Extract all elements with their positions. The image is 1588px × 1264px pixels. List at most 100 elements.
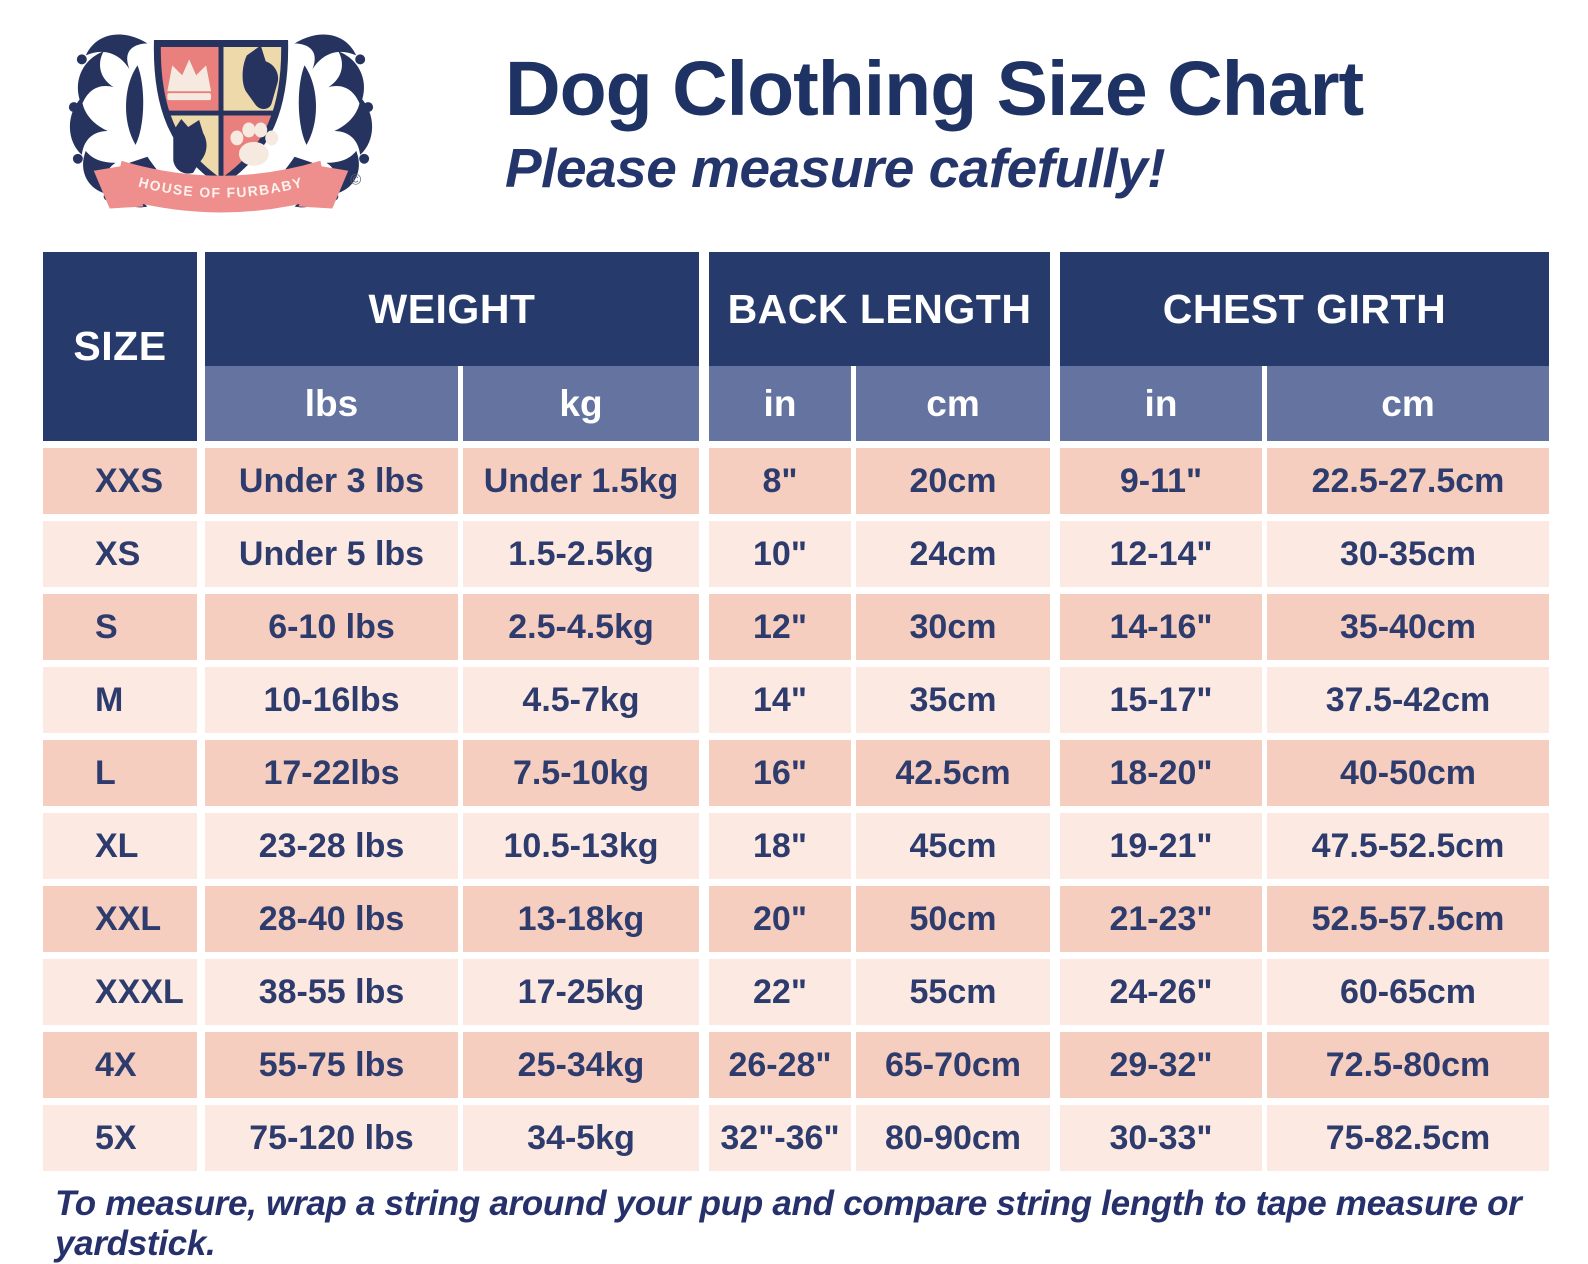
value-cell: 25-34kg [463, 1032, 699, 1098]
value-cell: 75-120 lbs [205, 1105, 458, 1171]
size-label: 4X [43, 1032, 197, 1098]
cat-icon [173, 119, 207, 174]
table-header: SIZE WEIGHT BACK LENGTH CHEST GIRTH lbs … [43, 252, 1549, 441]
value-cell: 47.5-52.5cm [1267, 813, 1549, 879]
value-cell: 10" [709, 521, 851, 587]
table-row: XL 23-28 lbs 10.5-13kg 18" 45cm 19-21" 47.5-52… [43, 813, 1549, 879]
value-cell: 55-75 lbs [205, 1032, 458, 1098]
value-cell: 20cm [856, 448, 1050, 514]
dog-icon [242, 45, 279, 110]
crest-logo-icon: HOUSE OF FURBABY © [68, 34, 374, 213]
value-cell: 12-14" [1060, 521, 1262, 587]
table-row: XXXL 38-55 lbs 17-25kg 22" 55cm 24-26" 60-65cm [43, 959, 1549, 1025]
size-chart-table: SIZE WEIGHT BACK LENGTH CHEST GIRTH lbs … [43, 252, 1549, 1171]
brand-logo: HOUSE OF FURBABY © [52, 12, 390, 234]
value-cell: 30-35cm [1267, 521, 1549, 587]
value-cell: 14" [709, 667, 851, 733]
value-cell: 10.5-13kg [463, 813, 699, 879]
value-cell: 55cm [856, 959, 1050, 1025]
value-cell: 20" [709, 886, 851, 952]
size-label: XS [43, 521, 197, 587]
table-body: XXS Under 3 lbs Under 1.5kg 8" 20cm 9-11" 22.5… [43, 448, 1549, 1171]
col-header-size: SIZE [43, 252, 197, 441]
size-label: XXS [43, 448, 197, 514]
value-cell: 18" [709, 813, 851, 879]
value-cell: 22.5-27.5cm [1267, 448, 1549, 514]
value-cell: 17-25kg [463, 959, 699, 1025]
value-cell: 24cm [856, 521, 1050, 587]
paw-icon [230, 122, 279, 166]
crown-icon [167, 59, 212, 101]
table-row: M 10-16lbs 4.5-7kg 14" 35cm 15-17" 37.5-42cm [43, 667, 1549, 733]
value-cell: 29-32" [1060, 1032, 1262, 1098]
value-cell: 32"-36" [709, 1105, 851, 1171]
size-label: L [43, 740, 197, 806]
value-cell: 15-17" [1060, 667, 1262, 733]
value-cell: 30-33" [1060, 1105, 1262, 1171]
value-cell: 1.5-2.5kg [463, 521, 699, 587]
value-cell: Under 3 lbs [205, 448, 458, 514]
table-row: 4X 55-75 lbs 25-34kg 26-28" 65-70cm 29-32" 72.… [43, 1032, 1549, 1098]
subcol-header-kg: kg [463, 366, 699, 441]
header-block: Dog Clothing Size Chart Please measure c… [505, 46, 1364, 200]
value-cell: 2.5-4.5kg [463, 594, 699, 660]
value-cell: 30cm [856, 594, 1050, 660]
value-cell: 52.5-57.5cm [1267, 886, 1549, 952]
value-cell: 45cm [856, 813, 1050, 879]
value-cell: 60-65cm [1267, 959, 1549, 1025]
size-label: XXXL [43, 959, 197, 1025]
subcol-header-lbs: lbs [205, 366, 458, 441]
value-cell: 13-18kg [463, 886, 699, 952]
value-cell: 50cm [856, 886, 1050, 952]
value-cell: 23-28 lbs [205, 813, 458, 879]
value-cell: 14-16" [1060, 594, 1262, 660]
value-cell: 8" [709, 448, 851, 514]
table-row: 5X 75-120 lbs 34-5kg 32"-36" 80-90cm 30-33" 75… [43, 1105, 1549, 1171]
col-header-chest-girth: CHEST GIRTH [1060, 252, 1549, 366]
value-cell: 40-50cm [1267, 740, 1549, 806]
table-row: S 6-10 lbs 2.5-4.5kg 12" 30cm 14-16" 35-40cm [43, 594, 1549, 660]
value-cell: 21-23" [1060, 886, 1262, 952]
table-row: XS Under 5 lbs 1.5-2.5kg 10" 24cm 12-14" 30-35… [43, 521, 1549, 587]
value-cell: 42.5cm [856, 740, 1050, 806]
value-cell: 28-40 lbs [205, 886, 458, 952]
subcol-header-back-in: in [709, 366, 851, 441]
value-cell: 26-28" [709, 1032, 851, 1098]
col-header-back-length: BACK LENGTH [709, 252, 1050, 366]
table-row: XXL 28-40 lbs 13-18kg 20" 50cm 21-23" 52.5-57.… [43, 886, 1549, 952]
page-title: Dog Clothing Size Chart [505, 46, 1364, 132]
value-cell: 18-20" [1060, 740, 1262, 806]
value-cell: 75-82.5cm [1267, 1105, 1549, 1171]
size-label: XL [43, 813, 197, 879]
value-cell: 80-90cm [856, 1105, 1050, 1171]
value-cell: 7.5-10kg [463, 740, 699, 806]
value-cell: 17-22lbs [205, 740, 458, 806]
value-cell: 16" [709, 740, 851, 806]
subcol-header-back-cm: cm [856, 366, 1050, 441]
size-label: S [43, 594, 197, 660]
value-cell: 35cm [856, 667, 1050, 733]
value-cell: 38-55 lbs [205, 959, 458, 1025]
value-cell: 6-10 lbs [205, 594, 458, 660]
value-cell: 19-21" [1060, 813, 1262, 879]
value-cell: 72.5-80cm [1267, 1032, 1549, 1098]
value-cell: 4.5-7kg [463, 667, 699, 733]
value-cell: 35-40cm [1267, 594, 1549, 660]
table-row: L 17-22lbs 7.5-10kg 16" 42.5cm 18-20" 40-50cm [43, 740, 1549, 806]
page-subtitle: Please measure cafefully! [505, 137, 1166, 200]
size-label: XXL [43, 886, 197, 952]
value-cell: 22" [709, 959, 851, 1025]
measurement-instruction: To measure, wrap a string around your pu… [55, 1184, 1522, 1263]
value-cell: 9-11" [1060, 448, 1262, 514]
value-cell: 12" [709, 594, 851, 660]
value-cell: 10-16lbs [205, 667, 458, 733]
ribbon-banner: HOUSE OF FURBABY © [93, 160, 361, 213]
col-header-weight: WEIGHT [205, 252, 699, 366]
value-cell: 34-5kg [463, 1105, 699, 1171]
size-label: M [43, 667, 197, 733]
value-cell: 37.5-42cm [1267, 667, 1549, 733]
value-cell: 24-26" [1060, 959, 1262, 1025]
subcol-header-chest-cm: cm [1267, 366, 1549, 441]
value-cell: 65-70cm [856, 1032, 1050, 1098]
